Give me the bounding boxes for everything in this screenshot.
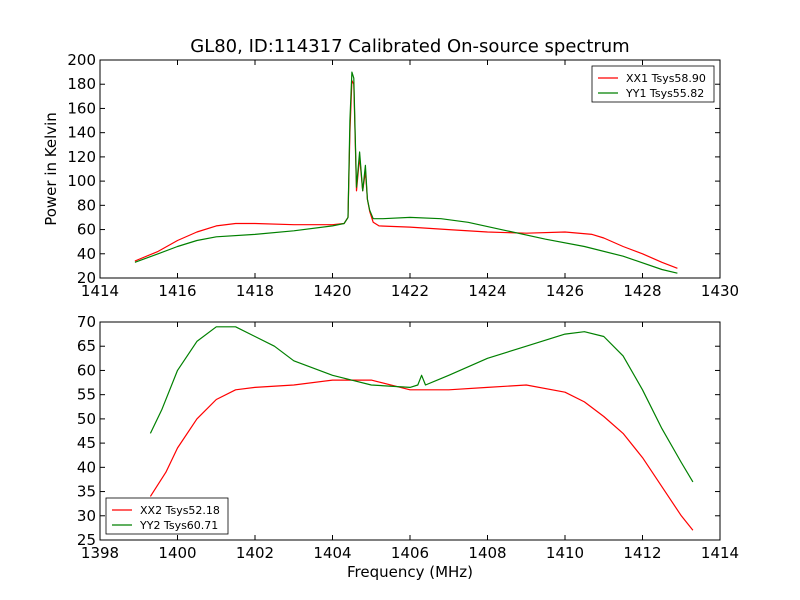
y-tick-label: 70 bbox=[77, 313, 96, 331]
x-tick-label: 1398 bbox=[81, 544, 119, 562]
y-tick-label: 20 bbox=[77, 269, 96, 287]
y-tick-label: 140 bbox=[67, 124, 96, 142]
y-tick-label: 160 bbox=[67, 99, 96, 117]
x-tick-label: 1422 bbox=[391, 282, 429, 300]
x-tick-label: 1410 bbox=[546, 544, 584, 562]
y-tick-label: 35 bbox=[77, 483, 96, 501]
y-axis-label: Power in Kelvin bbox=[42, 112, 60, 226]
legend-entry: YY1 Tsys55.82 bbox=[625, 87, 704, 100]
series-group bbox=[149, 326, 694, 531]
series-group bbox=[134, 71, 678, 274]
x-tick-label: 1428 bbox=[623, 282, 661, 300]
series-line-1 bbox=[134, 80, 678, 269]
y-tick-label: 65 bbox=[77, 337, 96, 355]
y-tick-label: 55 bbox=[77, 386, 96, 404]
x-tick-label: 1430 bbox=[701, 282, 739, 300]
y-tick-label: 120 bbox=[67, 148, 96, 166]
x-tick-label: 1402 bbox=[236, 544, 274, 562]
legend-box bbox=[105, 497, 229, 535]
x-tick-label: 1400 bbox=[158, 544, 196, 562]
x-tick-label: 1416 bbox=[158, 282, 196, 300]
series-line-1 bbox=[149, 379, 694, 531]
legend-entry: XX1 Tsys58.90 bbox=[626, 72, 706, 85]
x-tick-label: 1420 bbox=[313, 282, 351, 300]
y-tick-label: 40 bbox=[77, 458, 96, 476]
x-tick-label: 1424 bbox=[468, 282, 506, 300]
series-line-2 bbox=[149, 326, 694, 483]
y-tick-label: 45 bbox=[77, 434, 96, 452]
bottom-panel: 1398 1400 1402 1404 1406 1408 1410 1412 1414 25 30… bbox=[77, 313, 739, 581]
y-tick-label: 80 bbox=[77, 196, 96, 214]
x-tick-label: 1406 bbox=[391, 544, 429, 562]
legend-entry: XX2 Tsys52.18 bbox=[140, 504, 220, 517]
legend: XX1 Tsys58.90 YY1 Tsys55.82 bbox=[591, 65, 715, 103]
y-tick-label: 100 bbox=[67, 172, 96, 190]
x-tick-label: 1418 bbox=[236, 282, 274, 300]
y-tick-label: 180 bbox=[67, 75, 96, 93]
x-tick-label: 1412 bbox=[623, 544, 661, 562]
y-tick-label: 40 bbox=[77, 245, 96, 263]
legend: XX2 Tsys52.18 YY2 Tsys60.71 bbox=[105, 497, 229, 535]
y-tick-label: 200 bbox=[67, 51, 96, 69]
x-tick-label: 1414 bbox=[81, 282, 119, 300]
legend-box bbox=[591, 65, 715, 103]
y-tick-label: 60 bbox=[77, 221, 96, 239]
legend-entry: YY2 Tsys60.71 bbox=[139, 519, 218, 532]
x-axis-label: Frequency (MHz) bbox=[347, 563, 473, 581]
series-line-2 bbox=[134, 71, 678, 274]
x-tick-label: 1408 bbox=[468, 544, 506, 562]
y-tick-label: 30 bbox=[77, 507, 96, 525]
y-tick-label: 60 bbox=[77, 361, 96, 379]
y-tick-label: 50 bbox=[77, 410, 96, 428]
x-tick-label: 1414 bbox=[701, 544, 739, 562]
figure-title: GL80, ID:114317 Calibrated On-source spe… bbox=[190, 36, 629, 57]
y-tick-label: 25 bbox=[77, 531, 96, 549]
top-panel: 1414 1416 1418 1420 1422 1424 1426 1428 1430 20 40… bbox=[42, 51, 739, 300]
x-tick-label: 1404 bbox=[313, 544, 351, 562]
x-tick-label: 1426 bbox=[546, 282, 584, 300]
